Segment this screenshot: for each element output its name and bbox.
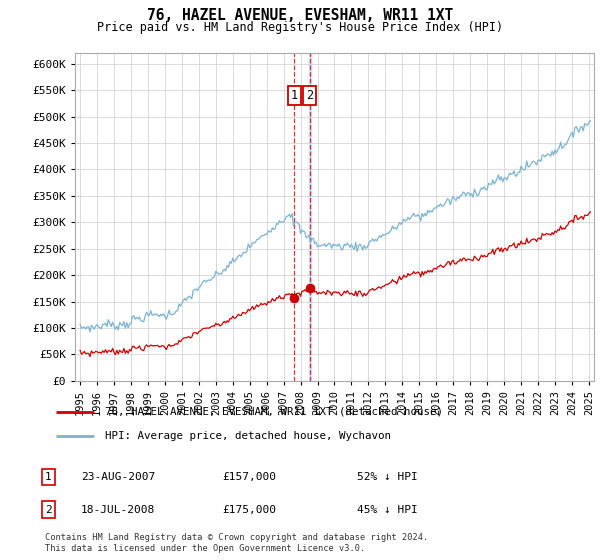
Text: Contains HM Land Registry data © Crown copyright and database right 2024.
This d: Contains HM Land Registry data © Crown c… xyxy=(45,533,428,553)
Text: £175,000: £175,000 xyxy=(222,505,276,515)
Text: 52% ↓ HPI: 52% ↓ HPI xyxy=(357,472,418,482)
Text: 23-AUG-2007: 23-AUG-2007 xyxy=(81,472,155,482)
Text: 76, HAZEL AVENUE, EVESHAM, WR11 1XT (detached house): 76, HAZEL AVENUE, EVESHAM, WR11 1XT (det… xyxy=(105,407,443,417)
Text: 2: 2 xyxy=(306,89,313,102)
Text: HPI: Average price, detached house, Wychavon: HPI: Average price, detached house, Wych… xyxy=(105,431,391,441)
Text: £157,000: £157,000 xyxy=(222,472,276,482)
Text: 1: 1 xyxy=(45,472,52,482)
Text: 76, HAZEL AVENUE, EVESHAM, WR11 1XT: 76, HAZEL AVENUE, EVESHAM, WR11 1XT xyxy=(147,8,453,24)
Text: 18-JUL-2008: 18-JUL-2008 xyxy=(81,505,155,515)
Text: 45% ↓ HPI: 45% ↓ HPI xyxy=(357,505,418,515)
Text: Price paid vs. HM Land Registry's House Price Index (HPI): Price paid vs. HM Land Registry's House … xyxy=(97,21,503,34)
Text: 1: 1 xyxy=(291,89,298,102)
Text: 2: 2 xyxy=(45,505,52,515)
